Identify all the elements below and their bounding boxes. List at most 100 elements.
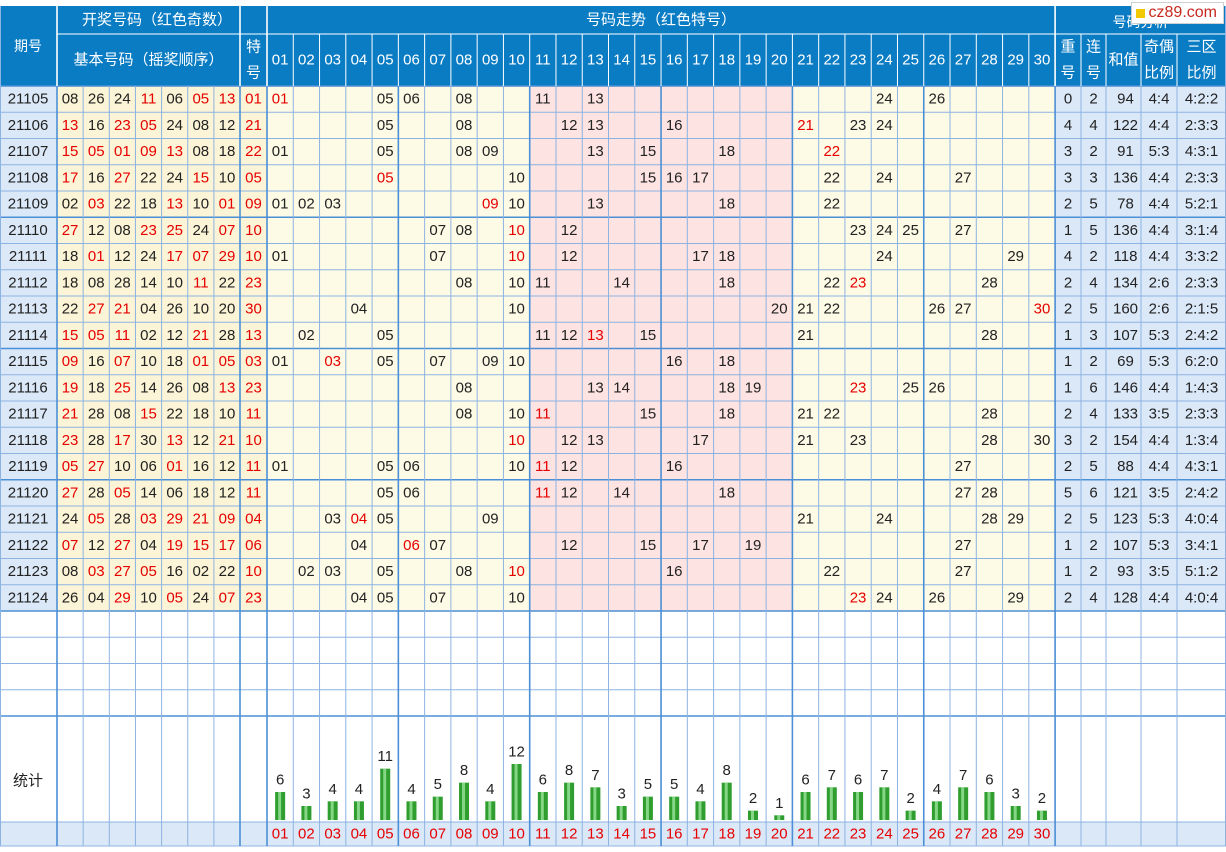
trend-mark: 13 (587, 327, 604, 344)
stats-category-30: 30 (1034, 826, 1051, 843)
basic-num-cell: 18 (140, 196, 157, 213)
zones-cell: 4:2:2 (1185, 91, 1218, 108)
repeat-cell: 2 (1064, 406, 1072, 423)
basic-num-cell: 05 (88, 511, 105, 528)
trend-mark: 12 (561, 327, 578, 344)
stats-value-26: 4 (933, 781, 941, 798)
basic-num-cell: 12 (219, 117, 236, 134)
stats-value-17: 4 (696, 781, 704, 798)
trend-mark: 18 (718, 484, 735, 501)
stats-bar-shine-29 (1013, 806, 1017, 820)
trend-mark: 24 (876, 222, 893, 239)
odd-even-cell: 5:3 (1149, 353, 1170, 370)
sum-cell: 91 (1117, 143, 1134, 160)
trend-mark: 02 (298, 196, 315, 213)
basic-num-cell: 24 (166, 117, 183, 134)
basic-num-cell: 02 (62, 196, 79, 213)
trend-mark: 27 (955, 169, 972, 186)
consec-cell: 2 (1089, 432, 1097, 449)
trend-mark: 28 (981, 406, 998, 423)
odd-even-cell: 3:5 (1149, 563, 1170, 580)
basic-num-cell: 05 (62, 458, 79, 475)
header-num-07: 07 (429, 52, 446, 69)
zones-cell: 2:3:3 (1185, 169, 1218, 186)
header-num-10: 10 (508, 52, 525, 69)
basic-num-cell: 09 (140, 143, 157, 160)
basic-num-cell: 08 (114, 222, 131, 239)
odd-even-cell: 5:3 (1149, 511, 1170, 528)
trend-mark: 23 (850, 222, 867, 239)
repeat-cell: 1 (1064, 353, 1072, 370)
header-num-19: 19 (745, 52, 762, 69)
consec-cell: 5 (1089, 196, 1097, 213)
basic-num-cell: 05 (140, 563, 157, 580)
trend-mark: 25 (902, 379, 919, 396)
repeat-cell: 2 (1064, 511, 1072, 528)
stats-value-12: 8 (565, 762, 573, 779)
repeat-cell: 2 (1064, 196, 1072, 213)
stats-category-26: 26 (929, 826, 946, 843)
site-watermark[interactable]: cz89.com (1130, 2, 1224, 24)
header-zones-1: 三区 (1186, 39, 1216, 56)
basic-num-cell: 04 (140, 537, 157, 554)
trend-mark: 05 (377, 91, 394, 108)
trend-mark: 15 (640, 406, 657, 423)
stats-category-19: 19 (745, 826, 762, 843)
repeat-cell: 2 (1064, 589, 1072, 606)
stats-category-18: 18 (718, 826, 735, 843)
basic-num-cell: 01 (114, 143, 131, 160)
trend-mark: 13 (587, 143, 604, 160)
trend-mark: 22 (823, 196, 840, 213)
stats-bar-shine-22 (829, 787, 833, 820)
basic-num-cell: 16 (192, 458, 209, 475)
trend-mark: 01 (272, 196, 289, 213)
header-num-29: 29 (1007, 52, 1024, 69)
header-num-23: 23 (850, 52, 867, 69)
basic-num-cell: 10 (192, 196, 209, 213)
trend-mark: 03 (324, 196, 341, 213)
stats-bar-shine-20 (777, 815, 781, 820)
trend-mark: 20 (771, 301, 788, 318)
header-num-01: 01 (272, 52, 289, 69)
header-num-27: 27 (955, 52, 972, 69)
zones-cell: 2:4:2 (1185, 327, 1218, 344)
basic-num-cell: 22 (219, 563, 236, 580)
basic-num-cell: 21 (114, 301, 131, 318)
special-num-cell: 10 (245, 563, 262, 580)
special-num-cell: 04 (245, 511, 262, 528)
header-zones-2: 比例 (1186, 65, 1216, 82)
consec-cell: 2 (1089, 563, 1097, 580)
stats-category-21: 21 (797, 826, 814, 843)
stats-value-01: 6 (276, 772, 284, 789)
header-num-24: 24 (876, 52, 893, 69)
trend-mark: 26 (929, 91, 946, 108)
issue-cell: 21111 (9, 248, 47, 265)
basic-num-cell: 13 (62, 117, 79, 134)
basic-num-cell: 22 (62, 301, 79, 318)
stats-bar-shine-15 (645, 796, 649, 820)
basic-num-cell: 16 (88, 169, 105, 186)
issue-cell: 21106 (8, 117, 49, 134)
issue-cell: 21110 (8, 222, 48, 239)
zones-cell: 3:1:4 (1185, 222, 1218, 239)
trend-mark: 12 (561, 537, 578, 554)
trend-mark: 11 (535, 484, 551, 501)
stats-category-05: 05 (377, 826, 394, 843)
trend-mark: 16 (666, 458, 683, 475)
repeat-cell: 5 (1064, 484, 1072, 501)
trend-mark: 11 (535, 458, 551, 475)
trend-mark: 22 (823, 143, 840, 160)
trend-mark: 17 (692, 248, 709, 265)
trend-mark: 18 (718, 379, 735, 396)
basic-num-cell: 22 (140, 169, 157, 186)
footer-band (0, 822, 1226, 846)
issue-cell: 21116 (8, 379, 48, 396)
consec-cell: 2 (1089, 353, 1097, 370)
trend-mark: 09 (482, 196, 499, 213)
basic-num-cell: 11 (141, 91, 157, 108)
trend-mark: 11 (535, 274, 551, 291)
basic-num-cell: 24 (192, 222, 209, 239)
basic-num-cell: 27 (62, 484, 79, 501)
issue-cell: 21117 (8, 406, 48, 423)
odd-even-cell: 4:4 (1149, 222, 1170, 239)
